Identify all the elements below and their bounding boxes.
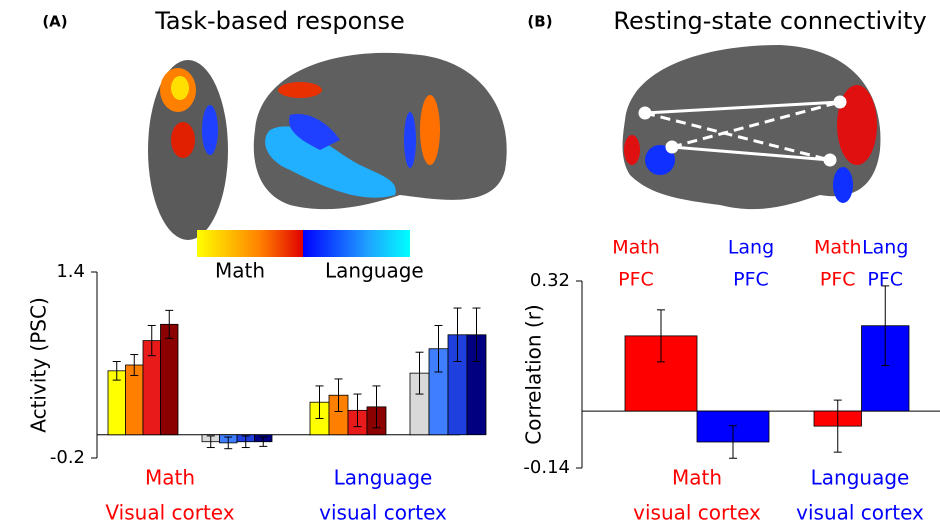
- y-axis-label: Activity (PSC): [27, 297, 51, 432]
- panel-title: Resting-state connectivity: [613, 7, 926, 35]
- series-label: Math: [612, 237, 660, 259]
- panel-title: Task-based response: [154, 7, 405, 35]
- y-tick-label: -0.14: [523, 457, 570, 478]
- category-label: Language: [811, 466, 910, 490]
- brain-images-a: [148, 53, 507, 240]
- series-label: PFC: [867, 269, 903, 291]
- category-label: visual cortex: [319, 501, 447, 525]
- series-label: PFC: [820, 269, 856, 291]
- category-label: visual cortex: [633, 501, 761, 525]
- y-tick-label: 1.4: [56, 261, 85, 282]
- panel-label: (A): [42, 13, 67, 31]
- series-label: Lang: [728, 237, 774, 259]
- category-label: visual cortex: [796, 501, 924, 525]
- figure: Math Language (A) Task-based response Acti…: [0, 0, 940, 525]
- category-label: Language: [334, 466, 433, 490]
- y-tick-label: -0.2: [50, 447, 85, 468]
- series-label: PFC: [618, 269, 654, 291]
- colorbar-label: Language: [325, 259, 424, 283]
- brain-image-b: [623, 45, 881, 209]
- category-label: Math: [672, 466, 722, 490]
- colorbar-math: [197, 230, 303, 257]
- colorbar-label: Math: [215, 259, 265, 283]
- category-label: Math: [145, 466, 195, 490]
- series-label: Math: [814, 237, 862, 259]
- panel-label: (B): [527, 13, 552, 31]
- category-label: Visual cortex: [105, 501, 234, 525]
- y-tick-label: 0.32: [530, 270, 570, 291]
- series-label: PFC: [733, 269, 769, 291]
- colorbar-language: [303, 230, 410, 257]
- y-axis-label: Correlation (r): [522, 304, 546, 444]
- bar: [161, 324, 179, 434]
- series-label: Lang: [862, 237, 908, 259]
